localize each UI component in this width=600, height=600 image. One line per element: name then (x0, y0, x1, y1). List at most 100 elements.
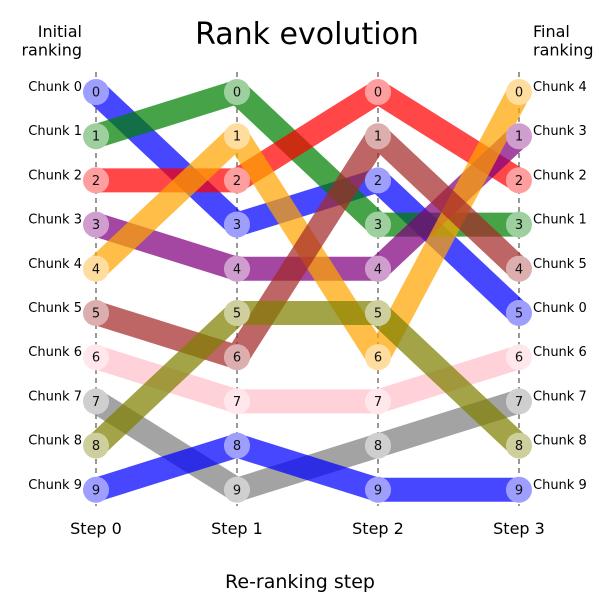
rank-node: 1 (224, 123, 250, 150)
rank-node-backdrop (506, 79, 532, 105)
rank-node: 9 (83, 476, 109, 503)
rank-node-circle (506, 255, 532, 282)
rank-node-backdrop (506, 211, 532, 238)
rank-node: 8 (83, 432, 109, 459)
final-label: Chunk 2 (533, 168, 587, 183)
rank-node-label: 1 (92, 130, 100, 145)
rank-node-backdrop (83, 300, 109, 326)
rank-node-circle (224, 167, 250, 194)
rank-node-backdrop (224, 167, 250, 194)
rank-node-backdrop (506, 388, 532, 415)
rank-node-circle (83, 123, 109, 150)
rank-node-backdrop (224, 123, 250, 150)
rank-node-circle (365, 432, 391, 459)
rank-node: 7 (365, 388, 391, 415)
rank-node: 0 (224, 79, 250, 105)
rank-node-backdrop (83, 388, 109, 415)
rank-node-label: 0 (515, 86, 523, 101)
rank-node-backdrop (83, 211, 109, 238)
initial-label: Chunk 0 (28, 80, 82, 95)
rank-node-label: 9 (374, 483, 382, 498)
initial-label: Chunk 1 (28, 124, 82, 139)
final-label: Chunk 3 (533, 124, 587, 139)
rank-node-backdrop (83, 79, 109, 105)
rank-node-backdrop (365, 123, 391, 150)
rank-node-backdrop (224, 388, 250, 415)
rank-node: 8 (224, 432, 250, 459)
rank-node: 6 (365, 344, 391, 371)
rank-node-circle (83, 167, 109, 194)
initial-label: Chunk 4 (28, 257, 82, 272)
final-label: Chunk 0 (533, 301, 587, 316)
rank-node-label: 5 (515, 307, 523, 322)
rank-node-backdrop (83, 123, 109, 150)
rank-node-circle (506, 211, 532, 238)
rank-node-label: 7 (515, 395, 523, 410)
step-label: Step 2 (352, 519, 404, 538)
rank-node-circle (365, 123, 391, 150)
rank-node-label: 2 (233, 174, 241, 189)
rank-node: 6 (506, 344, 532, 371)
rank-node-backdrop (365, 476, 391, 503)
rank-node-backdrop (365, 300, 391, 326)
initial-label: Chunk 7 (28, 389, 82, 404)
rank-node: 3 (83, 211, 109, 238)
rank-node: 8 (365, 432, 391, 459)
rank-node-circle (83, 255, 109, 282)
rank-node-label: 5 (233, 307, 241, 322)
rank-node-backdrop (365, 255, 391, 282)
rank-node-backdrop (506, 300, 532, 326)
rank-node-backdrop (506, 344, 532, 371)
rank-node-label: 1 (374, 130, 382, 145)
rank-line-chunk-9 (84, 433, 531, 502)
right-axis-title: Final ranking (533, 22, 594, 59)
rank-node-circle (224, 211, 250, 238)
rank-node-circle (224, 79, 250, 105)
rank-node-backdrop (224, 255, 250, 282)
rank-node: 9 (365, 476, 391, 503)
rank-node-label: 9 (92, 483, 100, 498)
rank-node-backdrop (365, 167, 391, 194)
final-labels: Chunk 4 Chunk 3 Chunk 2 Chunk 1 Chunk 5 Chunk… (533, 80, 587, 493)
final-label: Chunk 6 (533, 345, 587, 360)
rank-node-label: 6 (92, 351, 100, 366)
rank-node: 1 (365, 123, 391, 150)
rank-node-backdrop (224, 476, 250, 503)
rank-node-backdrop (506, 123, 532, 150)
rank-node-circle (506, 79, 532, 105)
rank-node: 9 (224, 476, 250, 503)
rank-node: 7 (224, 388, 250, 415)
rank-node-label: 4 (92, 262, 100, 277)
rank-node-label: 0 (92, 86, 100, 101)
axis-title-line: Final (533, 22, 570, 41)
rank-node: 3 (224, 211, 250, 238)
rank-line-chunk-8 (84, 301, 531, 458)
rank-node-circle (224, 123, 250, 150)
rank-node: 5 (83, 300, 109, 326)
rank-node-label: 8 (92, 439, 100, 454)
rank-node: 5 (365, 300, 391, 326)
rank-node-backdrop (224, 344, 250, 371)
rank-node-circle (365, 255, 391, 282)
rank-node-backdrop (83, 432, 109, 459)
final-label: Chunk 7 (533, 389, 587, 404)
rank-lines (84, 80, 531, 502)
rank-node-circle (365, 79, 391, 105)
rank-node-circle (506, 388, 532, 415)
initial-label: Chunk 2 (28, 168, 82, 183)
rank-node-label: 6 (374, 351, 382, 366)
rank-node-label: 5 (374, 307, 382, 322)
rank-node-circle (506, 167, 532, 194)
final-label: Chunk 4 (533, 80, 587, 95)
rank-node-circle (224, 432, 250, 459)
rank-node-label: 8 (515, 439, 523, 454)
rank-node-label: 3 (233, 218, 241, 233)
rank-node-label: 2 (374, 174, 382, 189)
rank-node-circle (365, 344, 391, 371)
rank-node-label: 7 (233, 395, 241, 410)
rank-node-label: 4 (374, 262, 382, 277)
rank-node-backdrop (83, 344, 109, 371)
step-label: Step 0 (70, 519, 122, 538)
rank-line-chunk-2 (84, 80, 531, 193)
